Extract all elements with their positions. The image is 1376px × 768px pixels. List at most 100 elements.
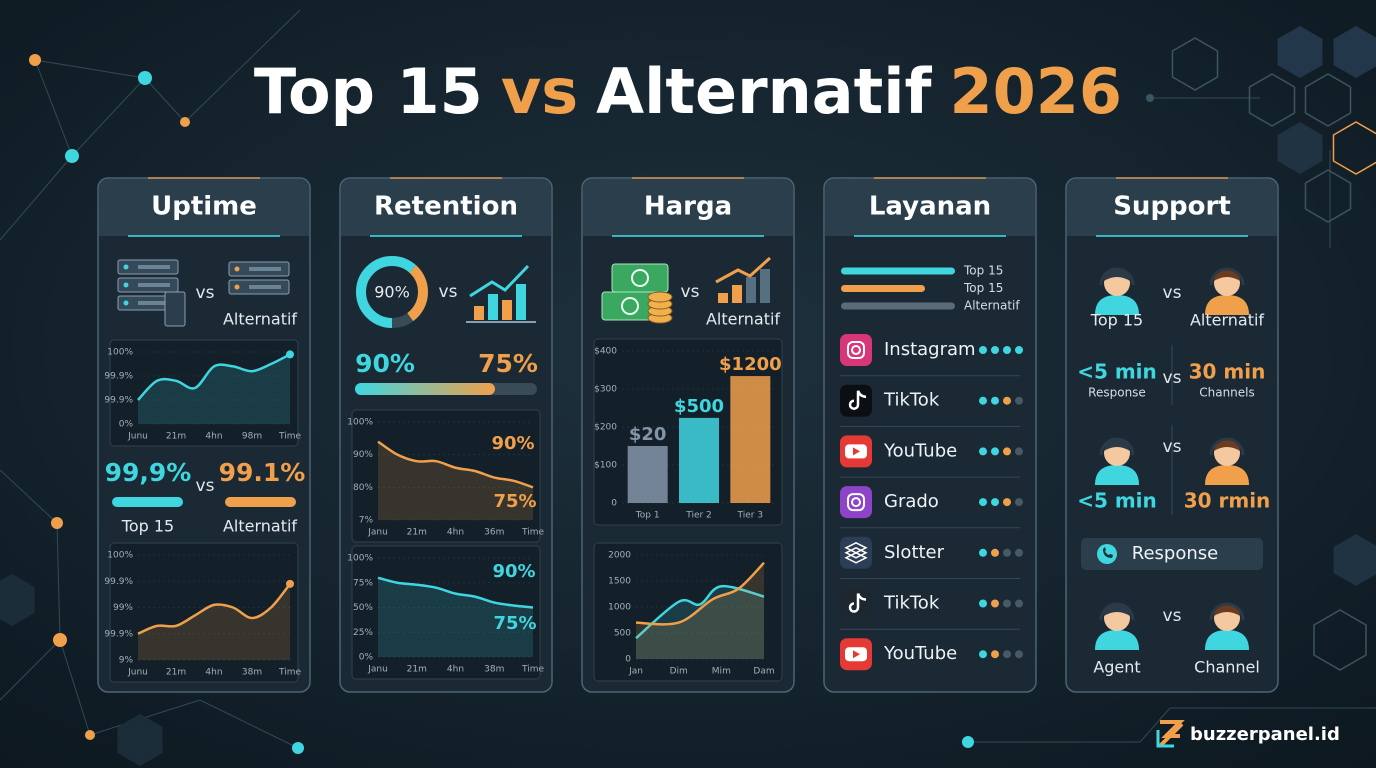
x-tick-label: Tier 2	[685, 511, 712, 521]
rating-dot	[979, 650, 987, 659]
legend-bar	[841, 302, 955, 310]
label: Layanan	[869, 192, 991, 222]
x-tick-label: 38m	[242, 668, 262, 678]
icon-arrow	[469, 264, 530, 298]
service-name: Slotter	[884, 542, 945, 563]
label: Agent	[1093, 658, 1140, 677]
y-tick-label: 0%	[359, 653, 374, 663]
y-tick-label: 0%	[119, 420, 134, 430]
x-tick-label: Mim	[712, 667, 731, 677]
service-icon	[840, 486, 872, 519]
label: 75%	[478, 349, 538, 378]
bar	[730, 376, 771, 503]
area	[636, 586, 764, 659]
service-name: Instagram	[884, 339, 976, 360]
bar	[679, 417, 719, 503]
label: vs	[1163, 606, 1182, 626]
y-tick-label: 0	[625, 655, 631, 665]
y-tick-label: 100%	[107, 551, 133, 561]
service-name: TikTok	[883, 593, 940, 614]
label: vs	[1163, 368, 1182, 388]
x-tick-label: Janu	[367, 665, 388, 675]
money-seal	[631, 269, 649, 287]
x-tick-label: Time	[521, 665, 544, 675]
x-tick-label: Dim	[670, 667, 688, 677]
avatar-headset	[1209, 267, 1245, 286]
server-light	[123, 264, 129, 270]
area	[138, 583, 290, 660]
x-tick-label: Time	[278, 668, 301, 678]
label: vs	[681, 282, 700, 302]
avatar-headset	[1099, 437, 1135, 456]
label: vs	[1163, 283, 1182, 303]
y-tick-label: $400	[594, 347, 617, 357]
icon-bar	[746, 277, 756, 303]
server-slot	[138, 301, 170, 305]
icon-bar	[732, 285, 742, 303]
x-tick-label: Time	[278, 432, 301, 442]
service-name: Grado	[884, 491, 939, 512]
x-tick-label: 21m	[407, 528, 427, 538]
y-tick-label: $200	[594, 423, 617, 433]
x-tick-label: 21m	[407, 665, 427, 675]
avatar-headset	[1099, 602, 1135, 621]
line	[635, 561, 765, 626]
stat-bar	[225, 497, 296, 507]
hexagon	[1313, 609, 1367, 671]
hexagon	[117, 714, 163, 766]
avatar-body	[1205, 295, 1249, 315]
donut-arc	[356, 256, 428, 328]
y-tick-label: 7%	[359, 516, 374, 526]
label: Top 15	[121, 517, 174, 536]
money-icon	[611, 263, 669, 293]
glyph	[844, 541, 868, 554]
label: Harga	[644, 192, 732, 222]
rating-dot	[991, 599, 999, 608]
hexagon	[1304, 169, 1352, 223]
avatar-body	[1095, 295, 1139, 315]
rating-dot	[979, 346, 987, 354]
brand-logo-accent	[1156, 730, 1174, 748]
rating-dot	[1003, 447, 1011, 456]
line	[377, 440, 534, 489]
x-tick-label: 36m	[484, 528, 504, 538]
x-tick-label: 4hn	[447, 528, 464, 538]
rating-dot	[979, 498, 987, 507]
server-slot	[249, 285, 281, 289]
icon-bar	[502, 300, 512, 320]
panel-header	[583, 179, 793, 236]
glyph	[851, 345, 861, 355]
label: 90%	[374, 283, 410, 302]
progress-fill	[355, 383, 495, 395]
glyph	[853, 650, 860, 659]
y-tick-label: 100%	[107, 348, 133, 358]
phone-glyph	[1103, 547, 1113, 558]
x-tick-label: Junu	[127, 668, 148, 678]
rating-dot	[979, 599, 987, 608]
bar-label: $1200	[719, 354, 782, 375]
label: vs	[196, 476, 215, 496]
x-tick-label: Tier 3	[737, 511, 764, 521]
service-name: YouTube	[883, 643, 957, 664]
label: 99,9%	[105, 458, 192, 487]
y-tick-label: 0	[611, 499, 617, 509]
line	[635, 584, 765, 640]
service-name: TikTok	[883, 390, 940, 411]
hexagon	[1171, 37, 1219, 91]
y-tick-label: 500	[614, 629, 631, 639]
label: Top 15	[1090, 311, 1143, 330]
rating-dot	[979, 548, 987, 557]
glyph	[844, 551, 868, 564]
rating-dot	[991, 447, 999, 456]
server-light	[234, 284, 240, 290]
x-tick-label: Janu	[367, 528, 388, 538]
y-tick-label: $300	[594, 385, 617, 395]
icon-arrow	[715, 256, 772, 284]
server-light	[123, 282, 129, 288]
y-tick-label: 99.9%	[104, 629, 133, 639]
server-slot	[138, 283, 170, 287]
y-tick-label: $100	[594, 461, 617, 471]
bar	[627, 446, 668, 503]
rating-dot	[1015, 599, 1023, 608]
server-slot	[249, 267, 281, 271]
